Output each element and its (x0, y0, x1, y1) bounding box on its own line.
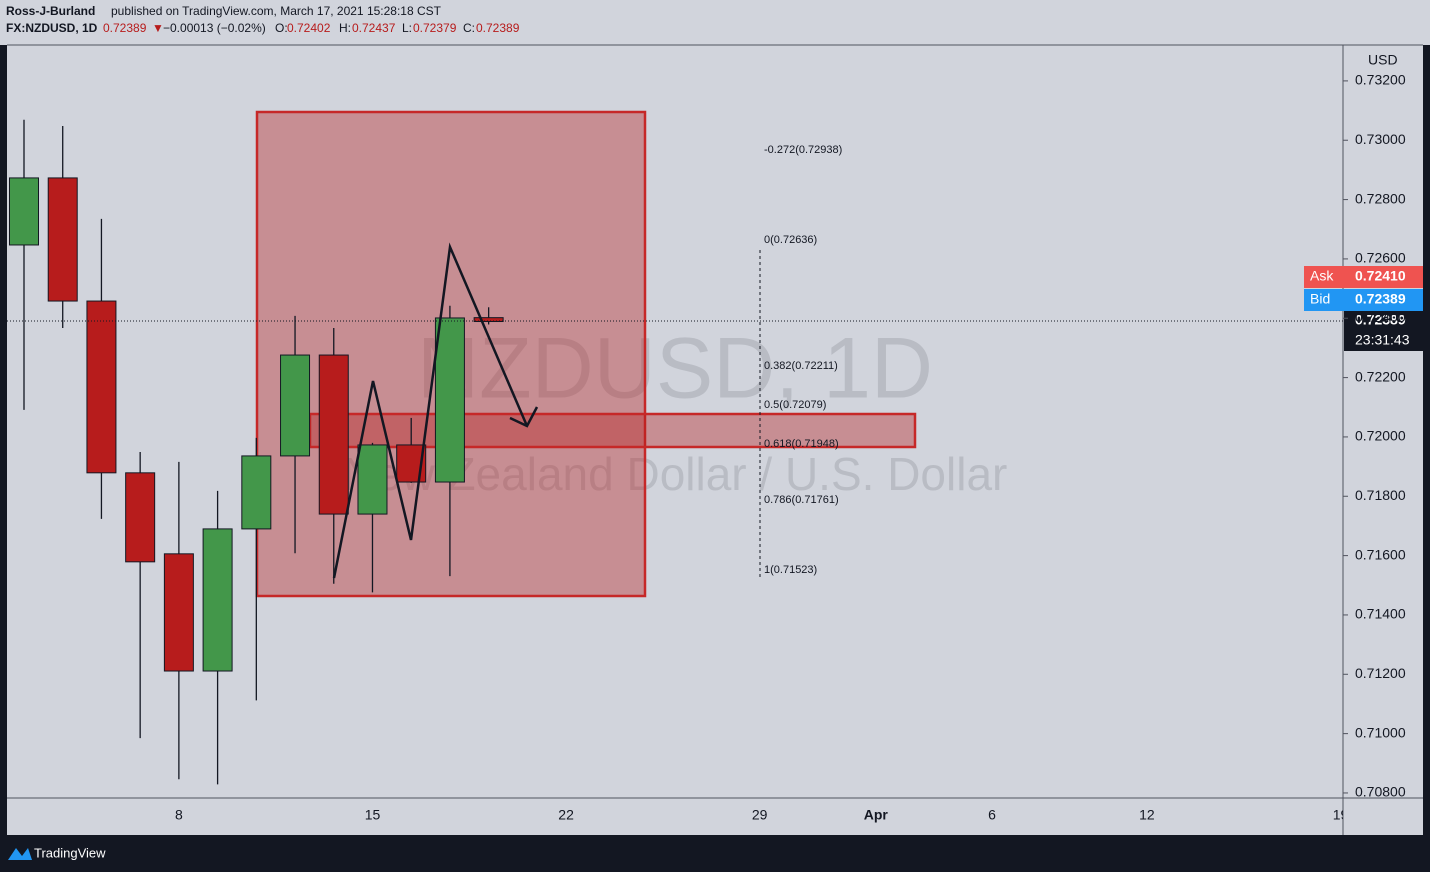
candle-body (202, 528, 233, 672)
y-tick-label: 0.73000 (1355, 131, 1406, 147)
fib-label: -0.272(0.72938) (764, 144, 842, 156)
candle-body (86, 300, 117, 474)
x-tick-label: 8 (175, 807, 183, 823)
x-tick-label: Apr (864, 807, 889, 823)
candle-body (318, 354, 349, 515)
last-box (1344, 311, 1423, 351)
bid-label: Bid (1310, 291, 1330, 307)
y-tick-label: 0.72000 (1355, 428, 1406, 444)
x-tick-label: 29 (752, 807, 768, 823)
fib-label: 0.618(0.71948) (764, 438, 839, 450)
logo (8, 848, 32, 860)
x-tick-label: 6 (988, 807, 996, 823)
header-bar (0, 0, 1430, 45)
ohlc-value: 0.72437 (352, 21, 396, 35)
x-tick-label: 22 (558, 807, 574, 823)
ohlc-label: C: (463, 21, 475, 35)
ask-price: 0.72410 (1355, 268, 1406, 284)
last-price-label: 0.72389 (1355, 312, 1406, 328)
currency: USD (1368, 52, 1398, 68)
ask-box (1304, 266, 1423, 288)
pane (7, 45, 1423, 835)
x-tick-label: 19 (1333, 807, 1349, 823)
change-arrow: ▼ (152, 21, 164, 35)
fib-label: 1(0.71523) (764, 564, 817, 576)
fib-label: 0.5(0.72079) (764, 399, 826, 411)
published: published on TradingView.com, March 17, … (111, 4, 442, 18)
y-tick-label: 0.71400 (1355, 606, 1406, 622)
y-tick-label: 0.72800 (1355, 190, 1406, 206)
fib-label: 0.382(0.72211) (764, 360, 838, 372)
y-tick-label: 0.71600 (1355, 546, 1406, 562)
x-tick-label: 15 (365, 807, 381, 823)
ohlc-label: L: (402, 21, 412, 35)
candle-body (47, 177, 78, 302)
x-axis: 8 15 22 29 Apr 6 12 19 (175, 807, 1349, 823)
y-tick-label: 0.71200 (1355, 665, 1406, 681)
projection-path (332, 242, 529, 579)
candle-body (241, 455, 272, 530)
candle-body (434, 317, 465, 483)
last-price: 0.72389 (103, 21, 147, 35)
ohlc-value: 0.72379 (413, 21, 457, 35)
y-tick-label: 0.73200 (1355, 72, 1406, 88)
bid-price: 0.72389 (1355, 291, 1406, 307)
candle-body (9, 177, 39, 246)
candle-body (280, 354, 311, 457)
author: Ross-J-Burland (6, 4, 95, 18)
y-tick-label: 0.72600 (1355, 250, 1406, 266)
ohlc-value: 0.72402 (287, 21, 331, 35)
candle-body (357, 444, 388, 515)
change: −0.00013 (−0.02%) (163, 21, 266, 35)
candle-body (125, 472, 156, 563)
ask-label: Ask (1310, 268, 1334, 284)
y-tick-label: 0.71000 (1355, 724, 1406, 740)
y-tick-label: 0.72400 (1355, 309, 1406, 325)
footer[interactable]: TradingView (34, 845, 106, 860)
fib-label: 0(0.72636) (764, 234, 817, 246)
ohlc-label: H: (339, 21, 351, 35)
y-tick-label: 0.71800 (1355, 487, 1406, 503)
x-tick-label: 12 (1139, 807, 1155, 823)
bid-box (1304, 289, 1423, 311)
y-tick-label: 0.70800 (1355, 784, 1406, 800)
ohlc-label: O: (275, 21, 288, 35)
y-tick-label: 0.72200 (1355, 368, 1406, 384)
candle-body (163, 553, 194, 672)
symbol: FX:NZDUSD, 1D (6, 21, 98, 35)
arrow-head (509, 406, 539, 428)
ohlc-value: 0.72389 (476, 21, 520, 35)
countdown: 23:31:43 (1355, 332, 1410, 348)
fib-label: 0.786(0.71761) (764, 494, 839, 506)
candle-body (473, 317, 504, 323)
